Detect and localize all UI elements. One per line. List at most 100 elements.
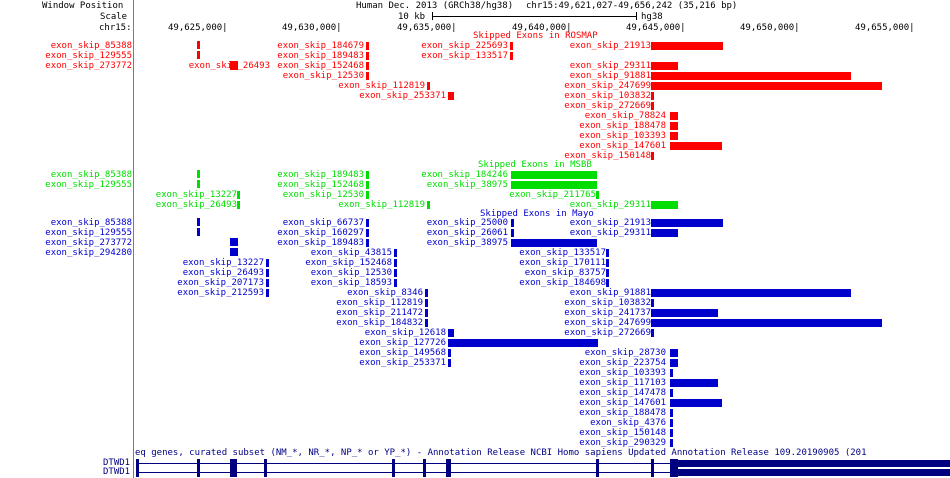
- exon-feature[interactable]: [197, 218, 200, 226]
- gene-exon[interactable]: [423, 468, 426, 477]
- exon-skip-label[interactable]: exon_skip_253371: [359, 358, 446, 368]
- exon-feature[interactable]: [394, 259, 397, 267]
- exon-skip-label[interactable]: exon_skip_272669: [564, 328, 651, 338]
- exon-feature[interactable]: [425, 299, 428, 307]
- exon-feature[interactable]: [366, 191, 369, 199]
- exon-skip-label[interactable]: exon_skip_207173: [177, 278, 264, 288]
- exon-skip-label[interactable]: exon_skip_12530: [282, 71, 364, 81]
- exon-feature[interactable]: [651, 42, 723, 50]
- exon-feature[interactable]: [366, 239, 369, 247]
- exon-feature[interactable]: [266, 259, 269, 267]
- gene-exon[interactable]: [670, 468, 678, 477]
- exon-feature[interactable]: [394, 249, 397, 257]
- exon-skip-label[interactable]: exon_skip_38975: [426, 238, 508, 248]
- exon-skip-label[interactable]: exon_skip_273772: [45, 61, 132, 71]
- exon-feature[interactable]: [670, 122, 678, 130]
- exon-feature[interactable]: [606, 279, 609, 287]
- exon-feature[interactable]: [651, 309, 718, 317]
- exon-skip-label[interactable]: exon_skip_150148: [579, 428, 666, 438]
- exon-feature[interactable]: [197, 170, 200, 178]
- exon-skip-label[interactable]: exon_skip_189483: [277, 170, 364, 180]
- exon-feature[interactable]: [366, 72, 369, 80]
- exon-feature[interactable]: [197, 51, 200, 59]
- exon-feature[interactable]: [511, 229, 514, 237]
- exon-skip-label[interactable]: exon_skip_212593: [177, 288, 264, 298]
- exon-skip-label[interactable]: exon_skip_29311: [569, 228, 651, 238]
- exon-skip-label[interactable]: exon_skip_91881: [569, 288, 651, 298]
- exon-feature[interactable]: [670, 132, 678, 140]
- exon-feature[interactable]: [670, 429, 673, 437]
- exon-skip-label[interactable]: exon_skip_103832: [564, 91, 651, 101]
- exon-feature[interactable]: [266, 289, 269, 297]
- exon-skip-label[interactable]: exon_skip_83757: [524, 268, 606, 278]
- exon-skip-label[interactable]: exon_skip_26493: [182, 268, 264, 278]
- exon-skip-label[interactable]: exon_skip_103832: [564, 298, 651, 308]
- exon-feature[interactable]: [651, 319, 882, 327]
- exon-feature[interactable]: [511, 181, 597, 189]
- exon-feature[interactable]: [230, 238, 238, 246]
- gene-label-dtwd1-b[interactable]: DTWD1: [103, 467, 131, 477]
- exon-feature[interactable]: [266, 279, 269, 287]
- exon-skip-label[interactable]: exon_skip_85388: [50, 170, 132, 180]
- exon-feature[interactable]: [425, 289, 428, 297]
- exon-feature[interactable]: [670, 359, 678, 367]
- exon-feature[interactable]: [510, 52, 513, 60]
- exon-skip-label[interactable]: exon_skip_112819: [338, 200, 425, 210]
- exon-feature[interactable]: [366, 181, 369, 189]
- exon-feature[interactable]: [651, 219, 723, 227]
- exon-skip-label[interactable]: exon_skip_103393: [579, 368, 666, 378]
- exon-feature[interactable]: [230, 248, 238, 256]
- gene-exon[interactable]: [678, 460, 950, 467]
- exon-feature[interactable]: [448, 359, 451, 367]
- gene-exon[interactable]: [264, 468, 267, 477]
- exon-feature[interactable]: [448, 339, 598, 347]
- exon-skip-label[interactable]: exon_skip_211472: [336, 308, 423, 318]
- exon-skip-label[interactable]: exon_skip_13227: [155, 190, 237, 200]
- exon-skip-label[interactable]: exon_skip_12530: [282, 190, 364, 200]
- gene-exon[interactable]: [651, 459, 654, 468]
- exon-feature[interactable]: [366, 219, 369, 227]
- exon-skip-label[interactable]: exon_skip_26493: [155, 200, 237, 210]
- exon-feature[interactable]: [651, 289, 851, 297]
- exon-feature[interactable]: [366, 171, 369, 179]
- exon-skip-label[interactable]: exon_skip_66737: [282, 218, 364, 228]
- exon-skip-label[interactable]: exon_skip_184246: [421, 170, 508, 180]
- position-range[interactable]: chr15:49,621,027-49,656,242 (35,216 bp): [526, 1, 738, 11]
- gene-exon[interactable]: [230, 459, 237, 468]
- exon-feature[interactable]: [510, 42, 513, 50]
- exon-feature[interactable]: [670, 349, 678, 357]
- exon-skip-label[interactable]: exon_skip_18593: [310, 278, 392, 288]
- exon-skip-label[interactable]: exon_skip_26061: [426, 228, 508, 238]
- exon-feature[interactable]: [448, 92, 454, 100]
- exon-skip-label[interactable]: exon_skip_188478: [579, 408, 666, 418]
- exon-skip-label[interactable]: exon_skip_12618: [364, 328, 446, 338]
- gene-exon[interactable]: [197, 459, 200, 468]
- exon-feature[interactable]: [651, 299, 654, 307]
- gene-exon[interactable]: [596, 468, 599, 477]
- gene-exon[interactable]: [230, 468, 237, 477]
- exon-feature[interactable]: [197, 41, 200, 49]
- exon-feature[interactable]: [448, 349, 451, 357]
- exon-skip-label[interactable]: exon_skip_129555: [45, 180, 132, 190]
- exon-skip-label[interactable]: exon_skip_160297: [277, 228, 364, 238]
- exon-skip-label[interactable]: exon_skip_170111: [519, 258, 606, 268]
- exon-feature[interactable]: [606, 259, 609, 267]
- exon-skip-label[interactable]: exon_skip_85388: [50, 41, 132, 51]
- exon-skip-label[interactable]: exon_skip_43815: [310, 248, 392, 258]
- exon-feature[interactable]: [427, 201, 430, 209]
- exon-skip-label[interactable]: exon_skip_26493: [150, 61, 270, 71]
- exon-skip-label[interactable]: exon_skip_13227: [182, 258, 264, 268]
- exon-skip-label[interactable]: exon_skip_184679: [277, 41, 364, 51]
- exon-skip-label[interactable]: exon_skip_133517: [519, 248, 606, 258]
- exon-feature[interactable]: [606, 249, 609, 257]
- exon-skip-label[interactable]: exon_skip_152468: [277, 180, 364, 190]
- exon-skip-label[interactable]: exon_skip_112819: [338, 81, 425, 91]
- exon-skip-label[interactable]: exon_skip_129555: [45, 51, 132, 61]
- gene-exon[interactable]: [670, 459, 678, 468]
- gene-exon[interactable]: [596, 459, 599, 468]
- exon-skip-label[interactable]: exon_skip_184698: [519, 278, 606, 288]
- exon-skip-label[interactable]: exon_skip_117103: [579, 378, 666, 388]
- exon-skip-label[interactable]: exon_skip_147601: [579, 141, 666, 151]
- exon-feature[interactable]: [670, 439, 673, 447]
- exon-skip-label[interactable]: exon_skip_273772: [45, 238, 132, 248]
